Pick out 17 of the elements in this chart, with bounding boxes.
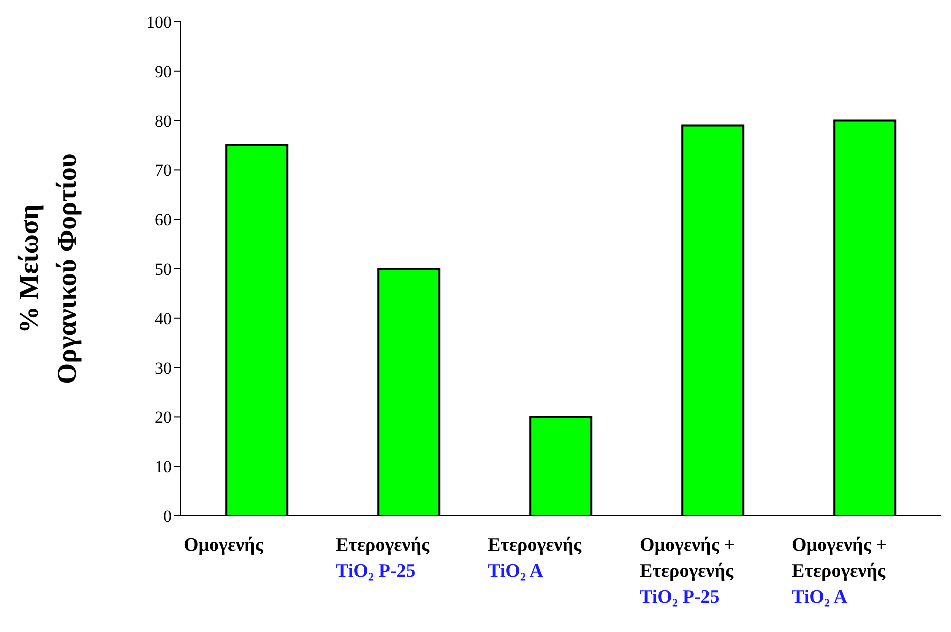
x-tick-label: Ομογενής bbox=[184, 535, 264, 556]
x-tick-label: Ετερογενής TiO₂ A bbox=[488, 535, 582, 582]
y-tick-label: 100 bbox=[146, 13, 172, 32]
y-tick-label: 10 bbox=[155, 458, 172, 477]
y-tick-label: 30 bbox=[155, 358, 172, 378]
x-tick-label: Ομογενής + Ετερογενής TiO₂ P-25 bbox=[640, 535, 735, 608]
y-tick-label: 70 bbox=[155, 161, 172, 180]
y-axis-title: % Μείωση Οργανικού Φορτίου bbox=[14, 154, 82, 384]
x-tick-label: Ομογενής + Ετερογενής TiO₂ A bbox=[792, 535, 887, 608]
y-tick-label: 60 bbox=[155, 210, 172, 230]
x-tick-label: Ετερογενής TiO₂ P-25 bbox=[336, 535, 430, 582]
y-tick-label: 40 bbox=[155, 309, 172, 328]
y-tick-label: 0 bbox=[164, 507, 172, 526]
y-tick-label: 90 bbox=[155, 62, 172, 82]
y-tick-label: 80 bbox=[155, 112, 172, 131]
y-tick-label: 50 bbox=[155, 260, 172, 280]
y-tick-label: 20 bbox=[155, 408, 172, 428]
